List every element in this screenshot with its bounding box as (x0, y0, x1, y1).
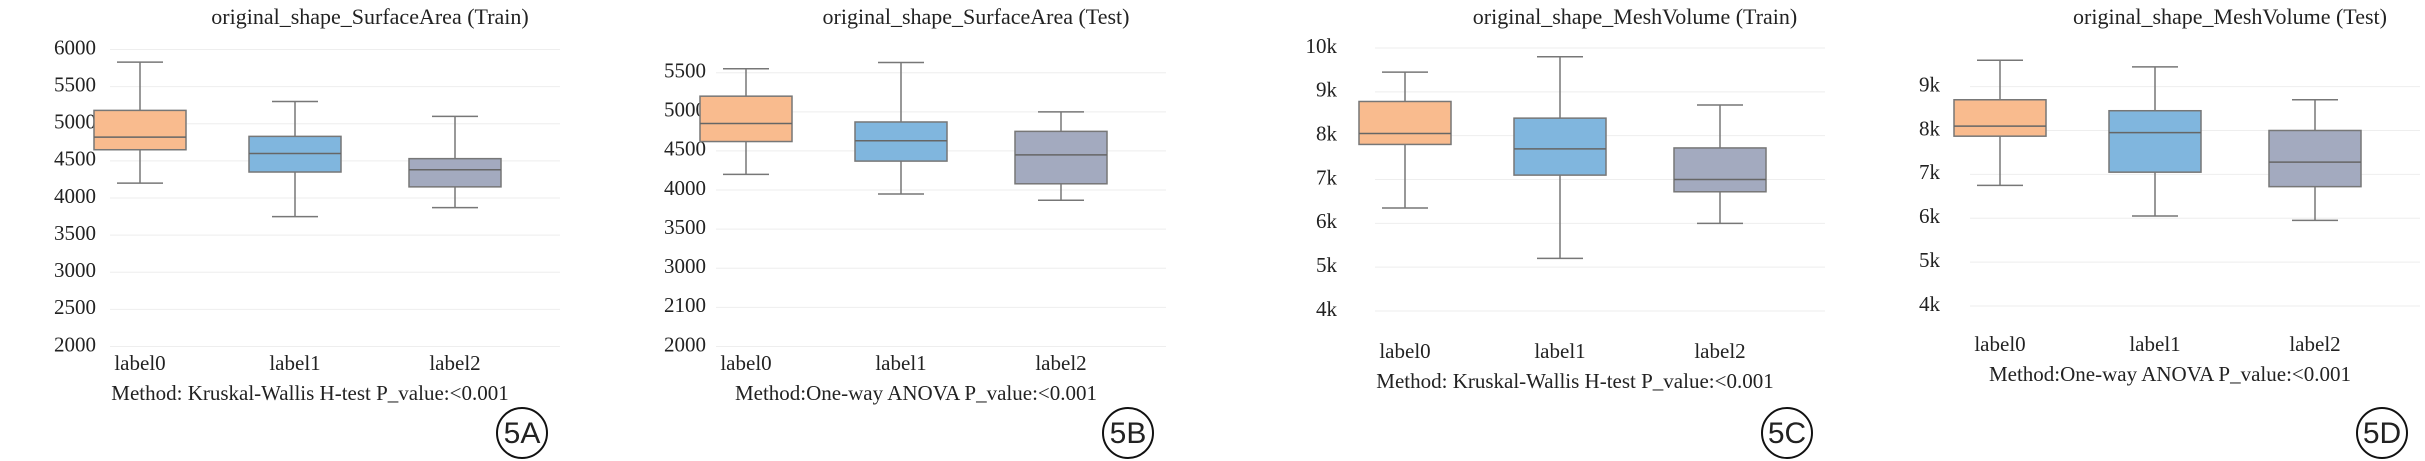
y-tick-label: 3500 (664, 215, 706, 239)
x-tick-label: label0 (114, 351, 165, 375)
panel-label: 5D (2363, 417, 2401, 450)
box (699, 95, 793, 143)
x-tick-label: label0 (1379, 339, 1430, 363)
y-tick-label: 4500 (54, 147, 96, 171)
x-tick-label: label2 (429, 351, 480, 375)
y-tick-label: 3000 (664, 254, 706, 278)
y-tick-label: 9k (1919, 72, 1941, 96)
box (1953, 99, 2047, 137)
y-tick-label: 8k (1919, 116, 1941, 140)
x-tick-label: label0 (720, 351, 771, 375)
box (1513, 117, 1607, 176)
box (2268, 129, 2362, 188)
x-tick-label: label1 (2129, 332, 2180, 356)
y-tick-label: 4k (1919, 292, 1941, 316)
y-tick-label: 5000 (54, 110, 96, 134)
chart-title: original_shape_MeshVolume (Test) (2073, 4, 2387, 29)
panel-label: 5C (1768, 417, 1806, 450)
x-tick-label: label1 (269, 351, 320, 375)
y-tick-label: 5k (1316, 253, 1338, 277)
y-tick-label: 4000 (54, 184, 96, 208)
x-tick-label: label2 (2289, 332, 2340, 356)
y-tick-label: 8k (1316, 121, 1338, 145)
y-tick-label: 7k (1316, 165, 1338, 189)
y-tick-label: 2000 (54, 332, 96, 356)
y-tick-label: 3500 (54, 221, 96, 245)
x-tick-label: label0 (1974, 332, 2025, 356)
y-tick-label: 3000 (54, 258, 96, 282)
y-tick-label: 4000 (664, 176, 706, 200)
badge-circle (2356, 407, 2408, 459)
y-tick-label: 2500 (54, 295, 96, 319)
box (2108, 109, 2202, 173)
chart-title: original_shape_SurfaceArea (Test) (823, 4, 1130, 29)
y-tick-label: 5k (1919, 248, 1941, 272)
chart-title: original_shape_SurfaceArea (Train) (211, 4, 528, 29)
box (1673, 147, 1767, 193)
method-note: Method: Kruskal-Wallis H-test P_value:<0… (111, 381, 508, 405)
badge-circle (496, 407, 548, 459)
badge-circle (1102, 407, 1154, 459)
y-tick-label: 6k (1316, 209, 1338, 233)
y-tick-label: 9k (1316, 78, 1338, 102)
y-tick-label: 6000 (54, 35, 96, 59)
y-tick-label: 4k (1316, 297, 1338, 321)
y-tick-label: 5500 (54, 72, 96, 96)
x-tick-label: label1 (1534, 339, 1585, 363)
chart-title: original_shape_MeshVolume (Train) (1473, 4, 1797, 29)
y-tick-label: 2000 (664, 332, 706, 356)
y-tick-label: 7k (1919, 160, 1941, 184)
box (1358, 100, 1452, 146)
panel-label: 5A (504, 417, 541, 450)
method-note: Method:One-way ANOVA P_value:<0.001 (735, 381, 1097, 405)
panel-label: 5B (1110, 417, 1147, 450)
x-tick-label: label2 (1035, 351, 1086, 375)
y-tick-label: 10k (1306, 34, 1338, 58)
y-tick-label: 5500 (664, 59, 706, 83)
box (408, 157, 502, 188)
x-tick-label: label1 (875, 351, 926, 375)
badge-circle (1761, 407, 1813, 459)
box (854, 121, 948, 162)
y-tick-label: 5000 (664, 98, 706, 122)
method-note: Method: Kruskal-Wallis H-test P_value:<0… (1376, 369, 1773, 393)
y-tick-label: 6k (1919, 204, 1941, 228)
y-tick-label: 4500 (664, 137, 706, 161)
method-note: Method:One-way ANOVA P_value:<0.001 (1989, 362, 2351, 386)
y-tick-label: 2100 (664, 293, 706, 317)
x-tick-label: label2 (1694, 339, 1745, 363)
box (1014, 130, 1108, 185)
box (93, 109, 187, 151)
